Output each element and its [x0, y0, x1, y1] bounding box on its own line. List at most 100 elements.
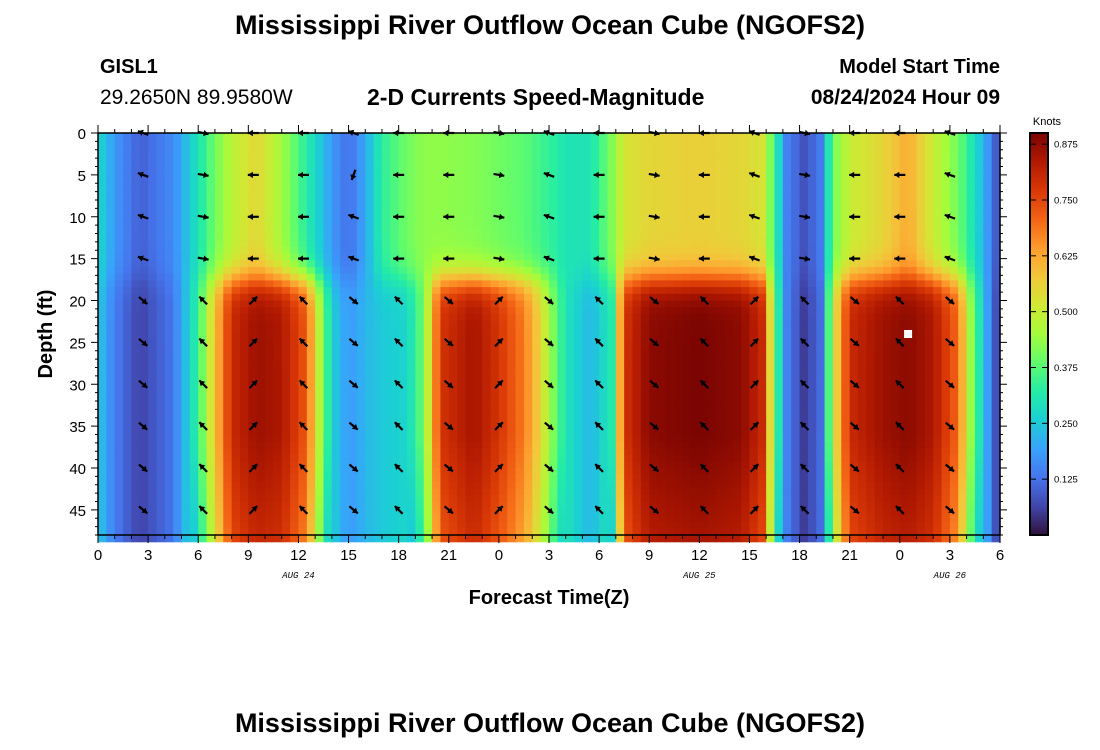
heatmap-cell: [657, 535, 667, 543]
heatmap-cell: [766, 166, 776, 174]
heatmap-cell: [131, 280, 141, 288]
heatmap-cell: [114, 521, 124, 529]
heatmap-cell: [615, 300, 625, 308]
heatmap-cell: [281, 340, 291, 348]
heatmap-cell: [574, 501, 584, 509]
heatmap-cell: [707, 253, 717, 261]
heatmap-cell: [515, 186, 525, 194]
heatmap-cell: [590, 166, 600, 174]
heatmap-cell: [440, 246, 450, 255]
heatmap-cell: [632, 427, 642, 436]
heatmap-cell: [757, 508, 767, 516]
heatmap-cell: [532, 213, 542, 221]
heatmap-cell: [248, 240, 258, 248]
heatmap-cell: [390, 535, 400, 543]
heatmap-cell: [156, 394, 166, 402]
heatmap-cell: [214, 193, 224, 201]
heatmap-cell: [732, 226, 742, 235]
heatmap-cell: [114, 300, 124, 308]
heatmap-cell: [690, 514, 700, 523]
heatmap-cell: [239, 360, 249, 369]
heatmap-cell: [173, 253, 183, 261]
heatmap-cell: [523, 535, 533, 543]
heatmap-cell: [265, 360, 274, 369]
heatmap-cell: [574, 461, 584, 469]
heatmap-cell: [281, 146, 291, 154]
heatmap-cell: [557, 146, 567, 154]
heatmap-cell: [164, 300, 174, 308]
heatmap-cell: [214, 179, 224, 188]
heatmap-cell: [365, 166, 375, 174]
heatmap-cell: [131, 360, 141, 369]
heatmap-cell: [732, 220, 742, 228]
heatmap-cell: [448, 253, 458, 261]
heatmap-cell: [198, 327, 208, 335]
heatmap-cell: [473, 260, 483, 268]
heatmap-cell: [574, 508, 584, 516]
heatmap-cell: [173, 287, 183, 295]
heatmap-cell: [164, 354, 174, 362]
heatmap-cell: [340, 159, 350, 168]
heatmap-cell: [707, 535, 717, 543]
heatmap-cell: [599, 528, 609, 536]
heatmap-cell: [223, 133, 233, 141]
heatmap-cell: [407, 293, 416, 302]
heatmap-cell: [290, 293, 300, 302]
heatmap-cell: [98, 454, 107, 462]
heatmap-cell: [114, 461, 124, 469]
heatmap-cell: [281, 327, 291, 335]
heatmap-cell: [565, 528, 575, 536]
heatmap-cell: [699, 347, 709, 355]
heatmap-cell: [440, 427, 450, 436]
heatmap-cell: [156, 240, 166, 248]
heatmap-cell: [432, 307, 442, 315]
heatmap-cell: [615, 273, 625, 281]
heatmap-cell: [607, 380, 617, 389]
heatmap-cell: [239, 434, 249, 442]
heatmap-cell: [716, 139, 725, 147]
heatmap-cell: [164, 481, 174, 489]
heatmap-cell: [448, 394, 458, 402]
heatmap-cell: [106, 287, 116, 295]
heatmap-cell: [640, 461, 650, 469]
heatmap-cell: [106, 186, 116, 194]
heatmap-cell: [423, 200, 433, 208]
heatmap-cell: [657, 293, 667, 302]
heatmap-cell: [198, 179, 208, 188]
heatmap-cell: [256, 206, 266, 214]
heatmap-cell: [98, 501, 107, 509]
heatmap-cell: [381, 200, 391, 208]
heatmap-cell: [248, 139, 258, 147]
heatmap-cell: [766, 454, 776, 462]
heatmap-cell: [281, 354, 291, 362]
heatmap-cell: [407, 220, 416, 228]
heatmap-cell: [139, 441, 149, 449]
heatmap-cell: [206, 213, 216, 221]
heatmap-cell: [749, 287, 759, 295]
heatmap-cell: [223, 535, 233, 543]
heatmap-cell: [674, 528, 684, 536]
heatmap-cell: [473, 535, 483, 543]
heatmap-cell: [106, 200, 116, 208]
heatmap-cell: [682, 461, 692, 469]
heatmap-cell: [348, 267, 358, 275]
heatmap-cell: [607, 307, 617, 315]
heatmap-cell: [131, 535, 141, 543]
heatmap-cell: [523, 267, 533, 275]
heatmap-cell: [665, 461, 675, 469]
heatmap-cell: [607, 273, 617, 281]
heatmap-cell: [173, 220, 183, 228]
heatmap-cell: [98, 226, 107, 235]
heatmap-cell: [448, 159, 458, 168]
heatmap-cell: [649, 427, 659, 436]
heatmap-cell: [724, 494, 734, 503]
heatmap-cell: [716, 514, 725, 523]
heatmap-cell: [649, 488, 659, 496]
heatmap-cell: [665, 528, 675, 536]
heatmap-cell: [632, 347, 642, 355]
heatmap-cell: [724, 220, 734, 228]
heatmap-cell: [223, 240, 233, 248]
heatmap-cell: [757, 441, 767, 449]
heatmap-cell: [256, 501, 266, 509]
heatmap-cell: [457, 280, 467, 288]
